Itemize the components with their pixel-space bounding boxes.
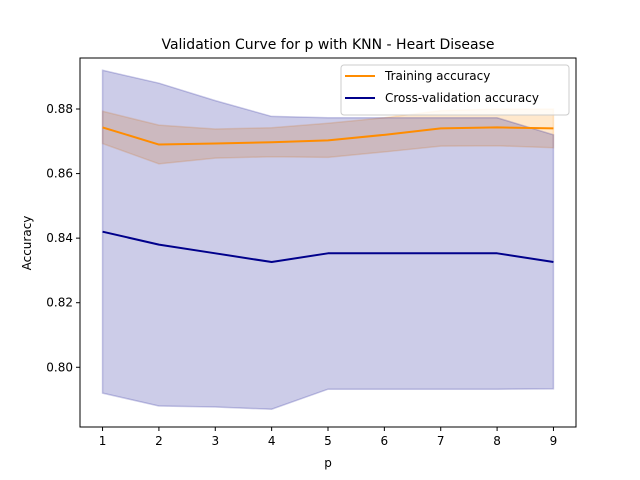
x-tick-label: 5 (324, 434, 332, 448)
legend-label-series-2: Cross-validation accuracy (385, 91, 539, 105)
x-axis-label: p (324, 456, 332, 470)
line-series-2 (102, 230, 554, 264)
y-tick-label: 0.80 (46, 360, 73, 374)
y-axis-ticks: 0.80 0.82 0.84 0.86 0.88 (46, 102, 80, 374)
chart-title: Validation Curve for p with KNN - Heart … (161, 37, 494, 53)
line-series-1 (102, 126, 554, 146)
x-tick-label: 2 (155, 434, 163, 448)
series-lines (102, 126, 554, 264)
y-axis-label: Accuracy (20, 216, 34, 271)
y-tick-label: 0.84 (46, 231, 73, 245)
confidence-bands (101, 69, 555, 410)
y-tick-label: 0.86 (46, 167, 73, 181)
x-tick-label: 8 (493, 434, 501, 448)
legend-label-series-1: Training accuracy (384, 69, 490, 83)
band-series-2 (101, 69, 555, 410)
x-tick-label: 6 (381, 434, 389, 448)
x-tick-label: 9 (550, 434, 558, 448)
legend: Training accuracy Cross-validation accura… (340, 64, 570, 116)
legend-box (340, 64, 570, 116)
x-tick-label: 1 (99, 434, 107, 448)
x-tick-label: 7 (437, 434, 445, 448)
x-tick-label: 4 (268, 434, 276, 448)
y-tick-label: 0.88 (46, 102, 73, 116)
x-tick-label: 3 (211, 434, 219, 448)
band-series-1 (101, 108, 555, 165)
x-axis-ticks: 1 2 3 4 5 6 7 8 9 (99, 427, 558, 448)
y-tick-label: 0.82 (46, 296, 73, 310)
